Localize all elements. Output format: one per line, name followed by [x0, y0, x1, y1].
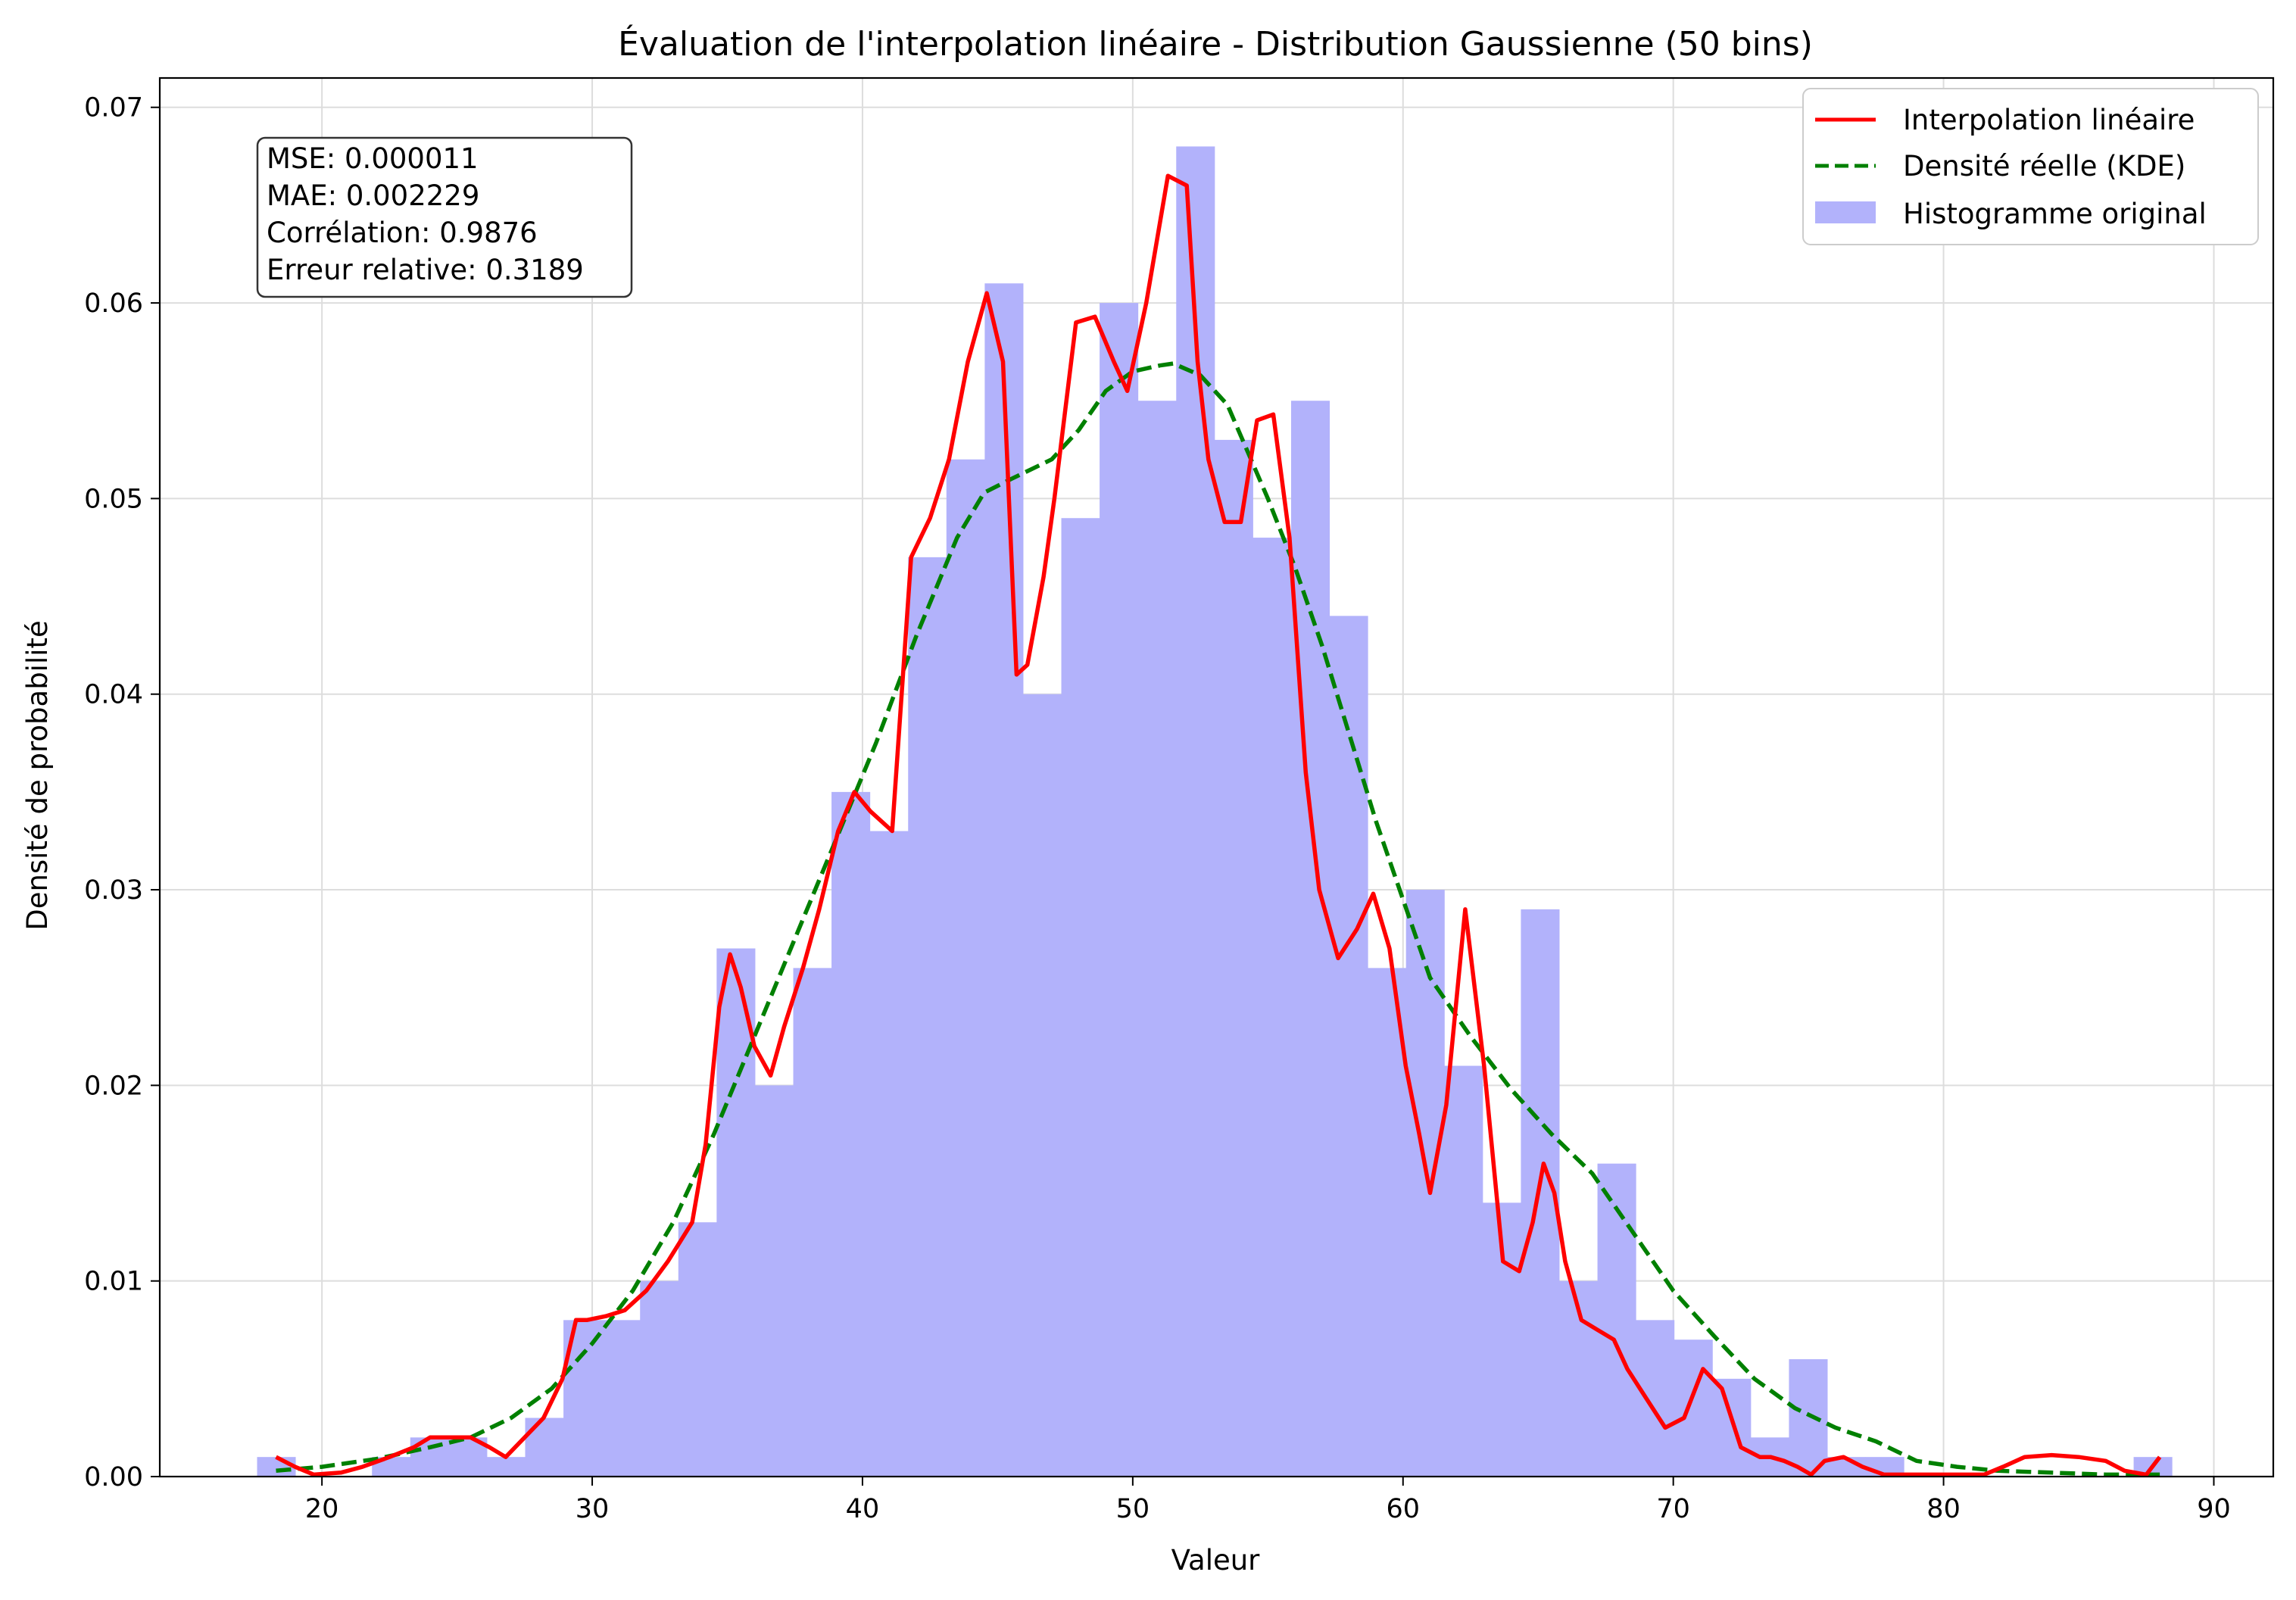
histogram-bar	[1022, 694, 1062, 1477]
stats-mse: MSE: 0.000011	[267, 142, 479, 175]
x-tick-label: 70	[1656, 1494, 1690, 1524]
stats-relative-error: Erreur relative: 0.3189	[267, 254, 584, 286]
legend-swatch-histogram	[1815, 201, 1876, 223]
stats-box: MSE: 0.000011 MAE: 0.002229 Corrélation:…	[256, 136, 633, 298]
legend: Interpolation linéaire Densité réelle (K…	[1802, 88, 2259, 245]
histogram-bar	[1789, 1359, 1828, 1477]
y-axis-label: Densité de probabilité	[21, 620, 54, 931]
y-tick-label: 0.04	[84, 680, 143, 710]
histogram-bar	[793, 968, 832, 1477]
axes-frame	[158, 76, 2275, 1478]
y-tick-label: 0.05	[84, 484, 143, 514]
histogram-bar	[1597, 1163, 1636, 1477]
stats-mae: MAE: 0.002229	[267, 179, 479, 212]
histogram-bar	[908, 557, 947, 1477]
histogram-bar	[831, 791, 871, 1477]
legend-frame	[1802, 88, 2259, 245]
stats-box-frame	[256, 136, 633, 298]
x-tick-label: 30	[576, 1494, 610, 1524]
axis-ticks: 20 30 40 50 60 70 80 90 0.00 0.01 0.02 0.03 0.04 0.05…	[84, 93, 2231, 1524]
x-tick-label: 20	[305, 1494, 339, 1524]
histogram-bars	[257, 146, 2173, 1477]
histogram-bar	[1674, 1340, 1713, 1477]
legend-label-histogram: Histogramme original	[1903, 198, 2207, 230]
x-tick-label: 40	[846, 1494, 880, 1524]
interpolation-line	[275, 173, 2162, 1477]
histogram-bar	[716, 948, 756, 1477]
histogram-bar	[257, 1457, 296, 1477]
x-tick-label: 90	[2197, 1494, 2231, 1524]
y-tick-label: 0.03	[84, 875, 143, 906]
histogram-bar	[486, 1457, 526, 1477]
y-tick-label: 0.07	[84, 93, 143, 123]
histogram-bar	[1636, 1320, 1675, 1477]
histogram-bar	[1290, 401, 1330, 1477]
legend-label-kde: Densité réelle (KDE)	[1903, 150, 2185, 182]
series-lines	[275, 173, 2162, 1477]
histogram-bar	[1329, 616, 1368, 1477]
chart-title: Évaluation de l'interpolation linéaire -…	[618, 23, 1813, 64]
histogram-bar	[1214, 439, 1253, 1477]
y-tick-label: 0.01	[84, 1267, 143, 1297]
x-tick-label: 50	[1116, 1494, 1150, 1524]
histogram-bar	[601, 1320, 641, 1477]
histogram-bar	[410, 1437, 449, 1477]
y-tick-label: 0.02	[84, 1071, 143, 1101]
histogram-bar	[678, 1222, 717, 1477]
legend-label-interpolation: Interpolation linéaire	[1903, 104, 2195, 136]
histogram-bar	[754, 1085, 794, 1477]
histogram-bar	[1368, 968, 1407, 1477]
histogram-bar	[869, 831, 909, 1477]
histogram-bar	[1712, 1378, 1752, 1477]
histogram-bar	[1100, 303, 1139, 1477]
stats-correlation: Corrélation: 0.9876	[267, 217, 538, 249]
histogram-bar	[984, 283, 1024, 1477]
kde-line	[276, 361, 2160, 1477]
histogram-bar	[525, 1418, 564, 1477]
histogram-bar	[640, 1280, 679, 1477]
x-tick-label: 80	[1926, 1494, 1961, 1524]
histogram-bar	[1061, 518, 1100, 1477]
histogram-bar	[1405, 890, 1445, 1477]
y-tick-label: 0.00	[84, 1462, 143, 1492]
histogram-bar	[946, 459, 985, 1477]
x-axis-label: Valeur	[1171, 1544, 1261, 1577]
histogram-bar	[1137, 401, 1177, 1477]
x-tick-label: 60	[1386, 1494, 1420, 1524]
histogram-bar	[1253, 538, 1292, 1477]
y-tick-label: 0.06	[84, 288, 143, 319]
histogram-bar	[1444, 1065, 1483, 1477]
